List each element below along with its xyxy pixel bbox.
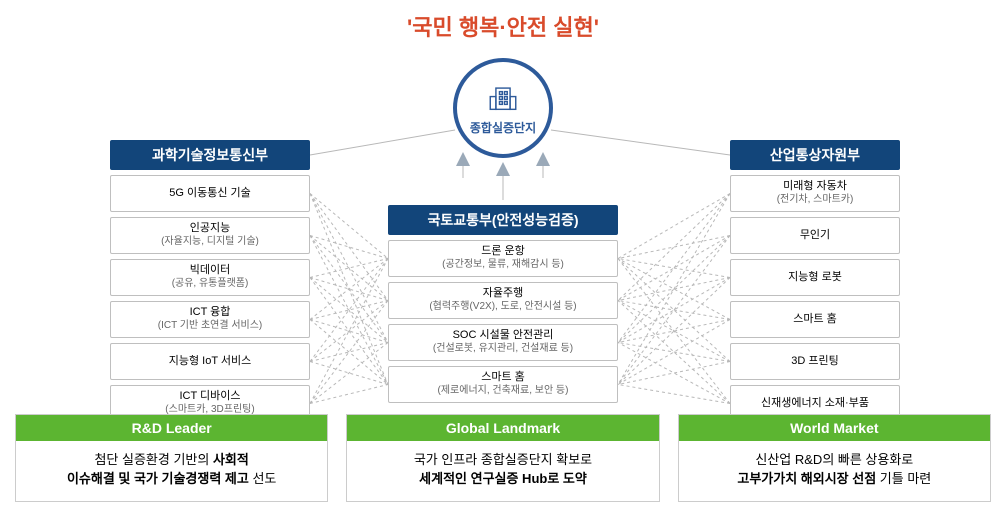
item-sub: (건설로봇, 유지관리, 건설재료 등) [433, 343, 573, 356]
item-title: ICT 융합 [190, 306, 231, 320]
item-title: 자율주행 [483, 287, 523, 301]
item-title: ICT 디바이스 [179, 390, 240, 404]
col-header-left: 과학기술정보통신부 [110, 140, 310, 170]
item-box: SOC 시설물 안전관리(건설로봇, 유지관리, 건설재료 등) [388, 324, 618, 361]
item-box: 5G 이동통신 기술 [110, 175, 310, 212]
footer-card-title: World Market [679, 415, 990, 441]
item-title: 스마트 홈 [793, 313, 837, 327]
footer-card-body: 첨단 실증환경 기반의 사회적이슈해결 및 국가 기술경쟁력 제고 선도 [16, 441, 327, 501]
item-title: SOC 시설물 안전관리 [453, 329, 554, 343]
arrow-icon [456, 152, 470, 166]
item-sub: (협력주행(V2X), 도로, 안전시설 등) [429, 301, 576, 314]
item-sub: (공유, 유통플랫폼) [172, 278, 249, 291]
arrow-icon [536, 152, 550, 166]
footer-row: R&D Leader첨단 실증환경 기반의 사회적이슈해결 및 국가 기술경쟁력… [15, 414, 991, 502]
item-box: 인공지능(자율지능, 디지털 기술) [110, 217, 310, 254]
item-box: 스마트 홈(제로에너지, 건축재료, 보안 등) [388, 366, 618, 403]
footer-card: World Market신산업 R&D의 빠른 상용화로고부가가치 해외시장 선… [678, 414, 991, 502]
item-box: 스마트 홈 [730, 301, 900, 338]
item-box: 지능형 IoT 서비스 [110, 343, 310, 380]
hub-circle: 종합실증단지 [453, 58, 553, 158]
item-box: ICT 융합(ICT 기반 초연결 서비스) [110, 301, 310, 338]
footer-card: R&D Leader첨단 실증환경 기반의 사회적이슈해결 및 국가 기술경쟁력… [15, 414, 328, 502]
item-sub: (제로에너지, 건축재료, 보안 등) [438, 385, 569, 398]
item-sub: (자율지능, 디지털 기술) [161, 236, 259, 249]
item-box: 드론 운항(공간정보, 물류, 재해감시 등) [388, 240, 618, 277]
item-title: 스마트 홈 [481, 371, 525, 385]
item-box: 자율주행(협력주행(V2X), 도로, 안전시설 등) [388, 282, 618, 319]
item-title: 지능형 로봇 [788, 271, 842, 285]
col-stack-center: 드론 운항(공간정보, 물류, 재해감시 등) 자율주행(협력주행(V2X), 도… [388, 240, 618, 403]
item-sub: (공간정보, 물류, 재해감시 등) [442, 259, 564, 272]
page-title: '국민 행복·안전 실현' [0, 10, 1006, 42]
item-box: 무인기 [730, 217, 900, 254]
footer-card: Global Landmark국가 인프라 종합실증단지 확보로세계적인 연구실… [346, 414, 659, 502]
building-icon [486, 81, 520, 115]
item-sub: (전기차, 스마트카) [777, 194, 854, 207]
item-box: 미래형 자동차(전기차, 스마트카) [730, 175, 900, 212]
col-header-center: 국토교통부(안전성능검증) [388, 205, 618, 235]
item-title: 드론 운항 [481, 245, 525, 259]
item-title: 빅데이터 [190, 264, 230, 278]
footer-card-title: Global Landmark [347, 415, 658, 441]
hub-label: 종합실증단지 [470, 119, 536, 136]
item-title: 인공지능 [190, 222, 230, 236]
item-title: 미래형 자동차 [783, 180, 847, 194]
item-title: 지능형 IoT 서비스 [169, 355, 252, 369]
footer-card-title: R&D Leader [16, 415, 327, 441]
item-box: 3D 프린팅 [730, 343, 900, 380]
item-box: 지능형 로봇 [730, 259, 900, 296]
item-title: 5G 이동통신 기술 [169, 187, 251, 201]
item-sub: (ICT 기반 초연결 서비스) [158, 320, 263, 333]
footer-card-body: 국가 인프라 종합실증단지 확보로세계적인 연구실증 Hub로 도약 [347, 441, 658, 501]
col-header-right: 산업통상자원부 [730, 140, 900, 170]
col-stack-left: 5G 이동통신 기술인공지능(자율지능, 디지털 기술) 빅데이터(공유, 유통플… [110, 175, 310, 422]
arrow-icon [496, 162, 510, 176]
item-title: 신재생에너지 소재·부품 [761, 397, 869, 411]
col-stack-right: 미래형 자동차(전기차, 스마트카) 무인기지능형 로봇스마트 홈 3D 프린팅신재… [730, 175, 900, 422]
item-title: 무인기 [800, 229, 830, 243]
item-title: 3D 프린팅 [791, 355, 838, 369]
footer-card-body: 신산업 R&D의 빠른 상용화로고부가가치 해외시장 선점 기틀 마련 [679, 441, 990, 501]
item-box: 빅데이터(공유, 유통플랫폼) [110, 259, 310, 296]
